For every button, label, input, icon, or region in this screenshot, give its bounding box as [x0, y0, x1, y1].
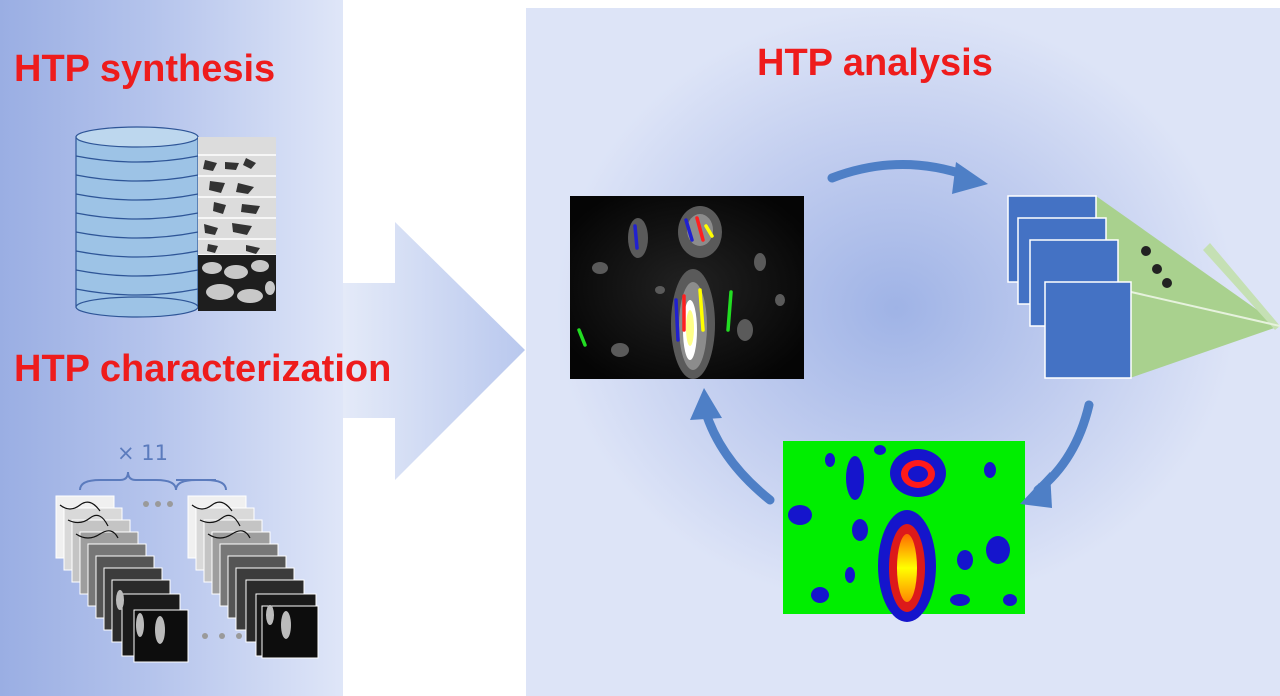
flow-arrow: [343, 222, 525, 480]
neural-network-icon: [1007, 195, 1280, 379]
database-cylinder-icon: [75, 126, 199, 318]
characterization-title: HTP characterization: [14, 348, 392, 390]
image-stack-icon: [55, 471, 319, 663]
analysis-title: HTP analysis: [757, 42, 993, 84]
repeat-count-label: × 11: [117, 441, 168, 465]
cycle-arrowheads: [690, 162, 1052, 508]
segmentation-image: [783, 441, 1025, 622]
synthesis-title: HTP synthesis: [14, 48, 276, 90]
micrograph-slices: [198, 137, 276, 311]
micrograph-image: [570, 196, 804, 379]
